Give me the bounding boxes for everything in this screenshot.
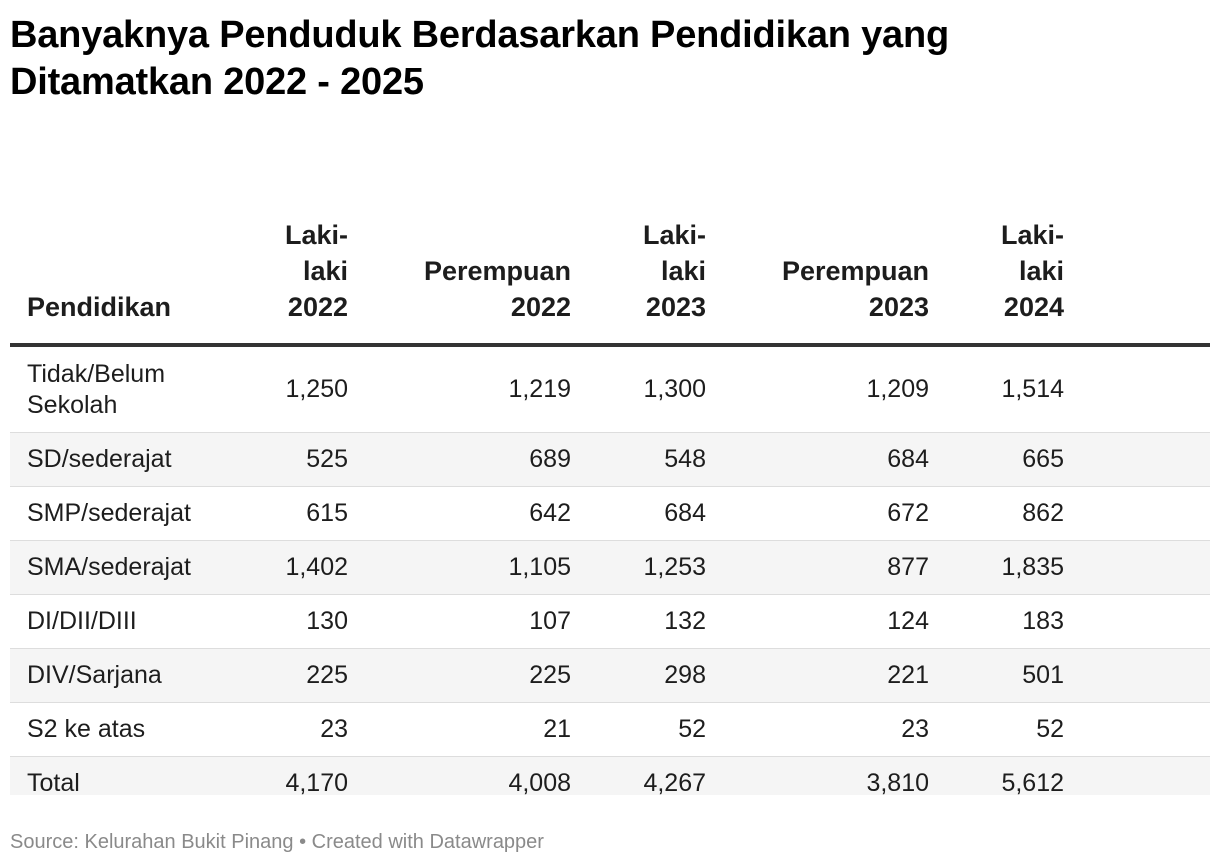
value-cell: 23 [250, 702, 348, 757]
column-header-line: laki [1018, 256, 1064, 286]
value-cell: 1,253 [571, 540, 706, 595]
value-cell: 52 [929, 702, 1064, 757]
table-row: Tidak/Belum Sekolah 1,250 1,219 1,300 1,209 1… [10, 345, 1210, 433]
column-header-3: Laki-laki 2023 [571, 195, 706, 347]
value-cell: 501 [929, 648, 1064, 703]
data-table-container: Pendidikan Laki-laki 2022 Perempuan 2022 Laki… [10, 195, 1210, 795]
column-header-line: Perempuan [781, 256, 929, 286]
table-header-row: Pendidikan Laki-laki 2022 Perempuan 2022 Laki… [10, 195, 1210, 347]
value-cell: 4,267 [571, 756, 706, 795]
value-cell: 684 [706, 432, 929, 487]
value-cell: 21 [348, 702, 571, 757]
column-header-line: Laki- [284, 220, 348, 250]
value-cell: 1,209 [706, 345, 929, 433]
row-label-cell: SMP/sederajat [10, 486, 250, 541]
value-cell: 298 [571, 648, 706, 703]
table-row: SD/sederajat 525 689 548 684 665 [10, 432, 1210, 487]
table-row: S2 ke atas 23 21 52 23 52 [10, 702, 1210, 757]
value-cell: 124 [706, 594, 929, 649]
column-header-line: Laki- [642, 220, 706, 250]
value-cell: 684 [571, 486, 706, 541]
row-label-cell: Total [10, 756, 250, 795]
value-cell [1064, 594, 1210, 649]
value-cell: 221 [706, 648, 929, 703]
column-header-line: Laki- [1000, 220, 1064, 250]
value-cell: 1,105 [348, 540, 571, 595]
row-label-cell: S2 ke atas [10, 702, 250, 757]
value-cell: 225 [348, 648, 571, 703]
column-header-1: Laki-laki 2022 [250, 195, 348, 347]
value-cell: 689 [348, 432, 571, 487]
column-header-line: Pendidikan [27, 292, 172, 322]
value-cell: 132 [571, 594, 706, 649]
value-cell: 862 [929, 486, 1064, 541]
value-cell: 3,810 [706, 756, 929, 795]
row-label-cell: SD/sederajat [10, 432, 250, 487]
value-cell: 107 [348, 594, 571, 649]
chart-title: Banyaknya Penduduk Berdasarkan Pendidika… [10, 14, 950, 103]
value-cell: 672 [706, 486, 929, 541]
value-cell [1064, 345, 1210, 433]
column-header-line: laki [660, 256, 706, 286]
value-cell: 225 [250, 648, 348, 703]
value-cell [1064, 486, 1210, 541]
value-cell: 4,008 [348, 756, 571, 795]
column-header-line: 2023 [645, 292, 706, 322]
value-cell: 1,250 [250, 345, 348, 433]
column-header-6: Perem [1064, 195, 1210, 347]
column-header-4: Perempuan 2023 [706, 195, 929, 347]
table-row: DIV/Sarjana 225 225 298 221 501 [10, 648, 1210, 703]
value-cell: 1,402 [250, 540, 348, 595]
value-cell: 548 [571, 432, 706, 487]
column-header-line: Perempuan [423, 256, 571, 286]
source-note: Source: Kelurahan Bukit Pinang • Created… [10, 831, 544, 853]
row-label-cell: Tidak/Belum Sekolah [10, 345, 250, 433]
value-cell: 1,514 [929, 345, 1064, 433]
column-header-line: 2023 [868, 292, 929, 322]
table-body: Tidak/Belum Sekolah 1,250 1,219 1,300 1,209 1… [10, 345, 1210, 795]
row-label-cell: DI/DII/DIII [10, 594, 250, 649]
table-row: SMP/sederajat 615 642 684 672 862 [10, 486, 1210, 541]
column-header-line: 2022 [287, 292, 348, 322]
column-header-line: Perem [1064, 289, 1210, 325]
table-row: SMA/sederajat 1,402 1,105 1,253 877 1,835 [10, 540, 1210, 595]
column-header-5: Laki-laki 2024 [929, 195, 1064, 347]
value-cell: 1,300 [571, 345, 706, 433]
value-cell: 5,612 [929, 756, 1064, 795]
row-label-cell: SMA/sederajat [10, 540, 250, 595]
value-cell: 615 [250, 486, 348, 541]
data-table: Pendidikan Laki-laki 2022 Perempuan 2022 Laki… [10, 195, 1210, 795]
value-cell [1064, 702, 1210, 757]
table-row: DI/DII/DIII 130 107 132 124 183 [10, 594, 1210, 649]
value-cell: 130 [250, 594, 348, 649]
value-cell: 877 [706, 540, 929, 595]
value-cell: 183 [929, 594, 1064, 649]
value-cell [1064, 648, 1210, 703]
value-cell [1064, 540, 1210, 595]
value-cell: 1,219 [348, 345, 571, 433]
value-cell: 665 [929, 432, 1064, 487]
value-cell: 4,170 [250, 756, 348, 795]
row-label-cell: DIV/Sarjana [10, 648, 250, 703]
value-cell: 1,835 [929, 540, 1064, 595]
value-cell [1064, 432, 1210, 487]
value-cell: 23 [706, 702, 929, 757]
value-cell: 525 [250, 432, 348, 487]
column-header-0: Pendidikan [10, 195, 250, 347]
column-header-line: 2024 [1003, 292, 1064, 322]
column-header-line: 2022 [510, 292, 571, 322]
total-row: Total 4,170 4,008 4,267 3,810 5,612 [10, 756, 1210, 795]
value-cell: 52 [571, 702, 706, 757]
column-header-2: Perempuan 2022 [348, 195, 571, 347]
value-cell [1064, 756, 1210, 795]
value-cell: 642 [348, 486, 571, 541]
column-header-line: laki [302, 256, 348, 286]
